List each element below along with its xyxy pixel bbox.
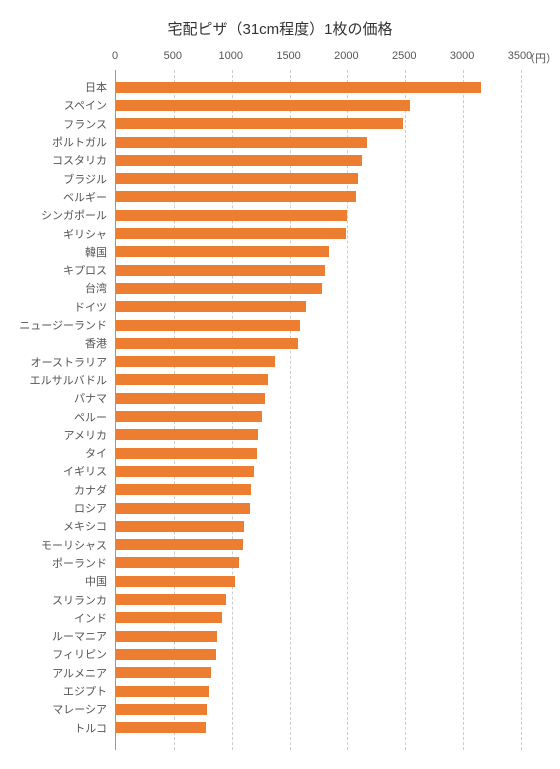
bar <box>116 155 362 166</box>
bar <box>116 576 235 587</box>
category-label: インド <box>0 610 107 626</box>
bar <box>116 246 329 257</box>
gridline <box>290 70 291 750</box>
bar <box>116 191 356 202</box>
bar <box>116 612 222 623</box>
bar <box>116 557 239 568</box>
category-label: タイ <box>0 445 107 461</box>
bar <box>116 374 268 385</box>
category-label: エルサルバドル <box>0 372 107 388</box>
bar <box>116 228 346 239</box>
bar <box>116 82 481 93</box>
category-label: フィリピン <box>0 646 107 662</box>
category-label: スリランカ <box>0 592 107 608</box>
category-label: オーストラリア <box>0 354 107 370</box>
bar <box>116 429 258 440</box>
x-tick-label: 2500 <box>392 50 416 62</box>
bar <box>116 283 322 294</box>
x-tick-label: 1000 <box>218 50 242 62</box>
bar <box>116 411 262 422</box>
bar <box>116 320 300 331</box>
gridline <box>463 70 464 750</box>
category-label: 中国 <box>0 573 107 589</box>
bar <box>116 686 209 697</box>
bar <box>116 393 265 404</box>
category-label: 日本 <box>0 79 107 95</box>
category-label: フランス <box>0 116 107 132</box>
category-label: イギリス <box>0 463 107 479</box>
gridline <box>347 70 348 750</box>
x-tick-label: 500 <box>164 50 182 62</box>
plot-area <box>115 70 520 750</box>
bar <box>116 301 306 312</box>
bar <box>116 137 367 148</box>
bar <box>116 539 243 550</box>
category-label: モーリシャス <box>0 537 107 553</box>
chart-title: 宅配ピザ（31cm程度）1枚の価格 <box>0 18 560 39</box>
bar <box>116 265 325 276</box>
category-label: キプロス <box>0 262 107 278</box>
chart-container: 宅配ピザ（31cm程度）1枚の価格 0 500 1000 1500 2000 2500 30… <box>0 0 560 769</box>
bar <box>116 722 206 733</box>
bar <box>116 594 226 605</box>
bar <box>116 503 250 514</box>
category-label: ニュージーランド <box>0 317 107 333</box>
category-label: シンガポール <box>0 207 107 223</box>
x-tick-label: 0 <box>112 50 118 62</box>
category-label: アメリカ <box>0 427 107 443</box>
axis-unit: （円） <box>524 50 557 66</box>
category-label: ベルギー <box>0 189 107 205</box>
category-label: ロシア <box>0 500 107 516</box>
category-label: カナダ <box>0 482 107 498</box>
bar <box>116 649 216 660</box>
gridline <box>232 70 233 750</box>
x-tick-label: 3000 <box>450 50 474 62</box>
category-label: ペルー <box>0 409 107 425</box>
bar <box>116 118 403 129</box>
category-label: ギリシャ <box>0 226 107 242</box>
gridline <box>405 70 406 750</box>
category-label: 台湾 <box>0 280 107 296</box>
bar <box>116 667 211 678</box>
bar <box>116 631 217 642</box>
category-label: スペイン <box>0 97 107 113</box>
category-label: ポーランド <box>0 555 107 571</box>
category-label: メキシコ <box>0 518 107 534</box>
category-label: コスタリカ <box>0 152 107 168</box>
bar <box>116 173 358 184</box>
category-label: 香港 <box>0 335 107 351</box>
category-label: ドイツ <box>0 299 107 315</box>
bar <box>116 466 254 477</box>
bar <box>116 704 207 715</box>
bar <box>116 356 275 367</box>
category-label: ポルトガル <box>0 134 107 150</box>
bar <box>116 521 244 532</box>
category-label: ブラジル <box>0 171 107 187</box>
category-label: パナマ <box>0 390 107 406</box>
category-label: マレーシア <box>0 701 107 717</box>
bar <box>116 100 410 111</box>
bar <box>116 338 298 349</box>
bar <box>116 448 257 459</box>
category-label: 韓国 <box>0 244 107 260</box>
gridline <box>521 70 522 750</box>
bar <box>116 484 251 495</box>
x-tick-label: 2000 <box>334 50 358 62</box>
category-label: エジプト <box>0 683 107 699</box>
category-label: ルーマニア <box>0 628 107 644</box>
x-tick-label: 1500 <box>276 50 300 62</box>
category-label: アルメニア <box>0 665 107 681</box>
bar <box>116 210 347 221</box>
category-label: トルコ <box>0 720 107 736</box>
